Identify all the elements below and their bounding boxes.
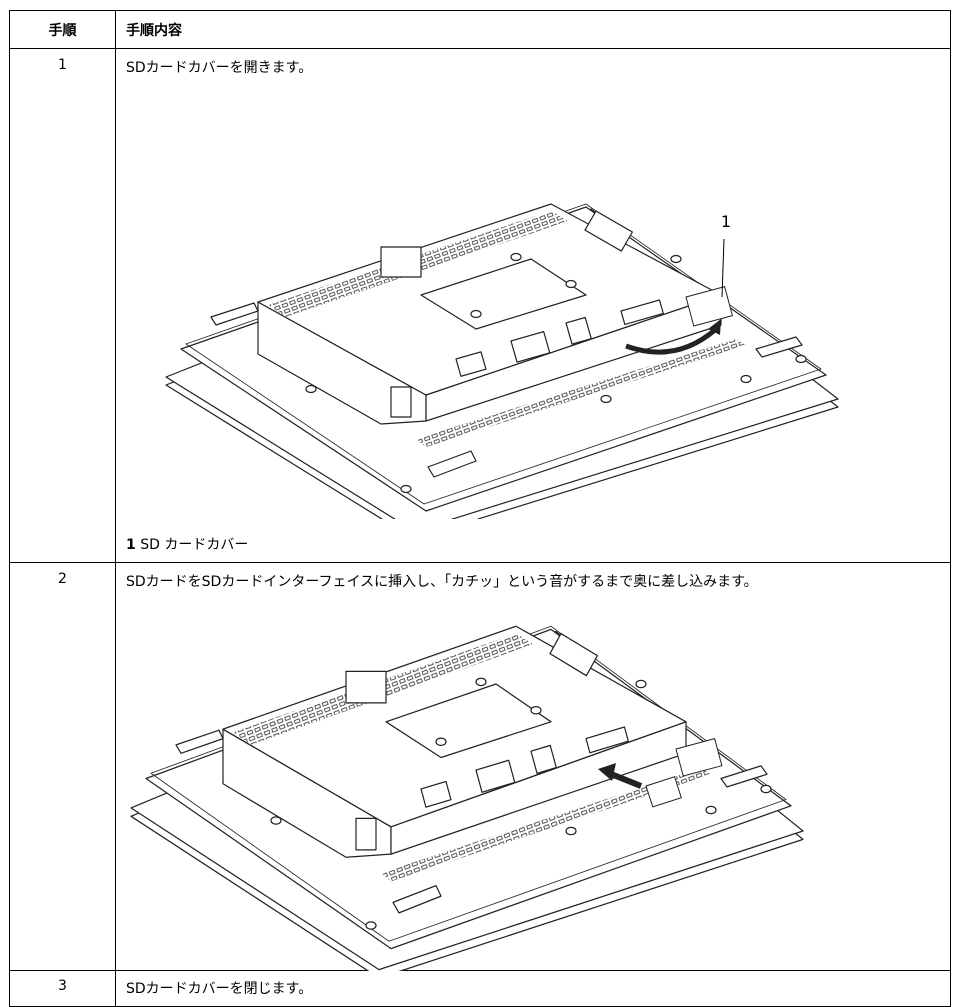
step-number: 1 <box>9 48 116 563</box>
caption-number: 1 <box>126 537 136 553</box>
callout-label: 1 <box>721 212 731 231</box>
sd-cover <box>685 286 734 327</box>
header-cell: 手順内容 <box>115 10 951 49</box>
step-text: SDカードカバーを開きます。 <box>126 60 313 76</box>
step-number: 2 <box>9 562 116 971</box>
caption-text: SD カードカバー <box>140 537 249 553</box>
illustration: 1 <box>165 203 839 519</box>
open-arrow <box>625 327 718 355</box>
arrow-head <box>708 319 721 335</box>
callout-line <box>721 238 725 298</box>
arrow-head <box>598 763 616 781</box>
caption: 1 SD カードカバー <box>126 534 248 554</box>
procedure-table: 手順 手順内容 1 SDカードカバーを開きます。 1 1 SD カードカバー 2… <box>9 10 951 1007</box>
step-content: SDカードをSDカードインターフェイスに挿入し、「カチッ」という音がするまで奥に… <box>115 562 951 971</box>
sd-cover <box>675 738 723 777</box>
row: 3 SDカードカバーを閉じます。 <box>9 970 951 1007</box>
header-cell: 手順 <box>9 10 116 49</box>
step-text: SDカードをSDカードインターフェイスに挿入し、「カチッ」という音がするまで奥に… <box>126 574 758 590</box>
step-number: 3 <box>9 970 116 1007</box>
row: 1 SDカードカバーを開きます。 1 1 SD カードカバー <box>9 48 951 563</box>
header-row: 手順 手順内容 <box>9 10 951 49</box>
row: 2 SDカードをSDカードインターフェイスに挿入し、「カチッ」という音がするまで… <box>9 562 951 971</box>
illustration <box>130 625 804 971</box>
sd-card <box>645 776 682 808</box>
step-text: SDカードカバーを閉じます。 <box>126 981 313 997</box>
insert-arrow <box>609 771 643 789</box>
step-content: SDカードカバーを閉じます。 <box>115 970 951 1007</box>
step-content: SDカードカバーを開きます。 1 1 SD カードカバー <box>115 48 951 563</box>
